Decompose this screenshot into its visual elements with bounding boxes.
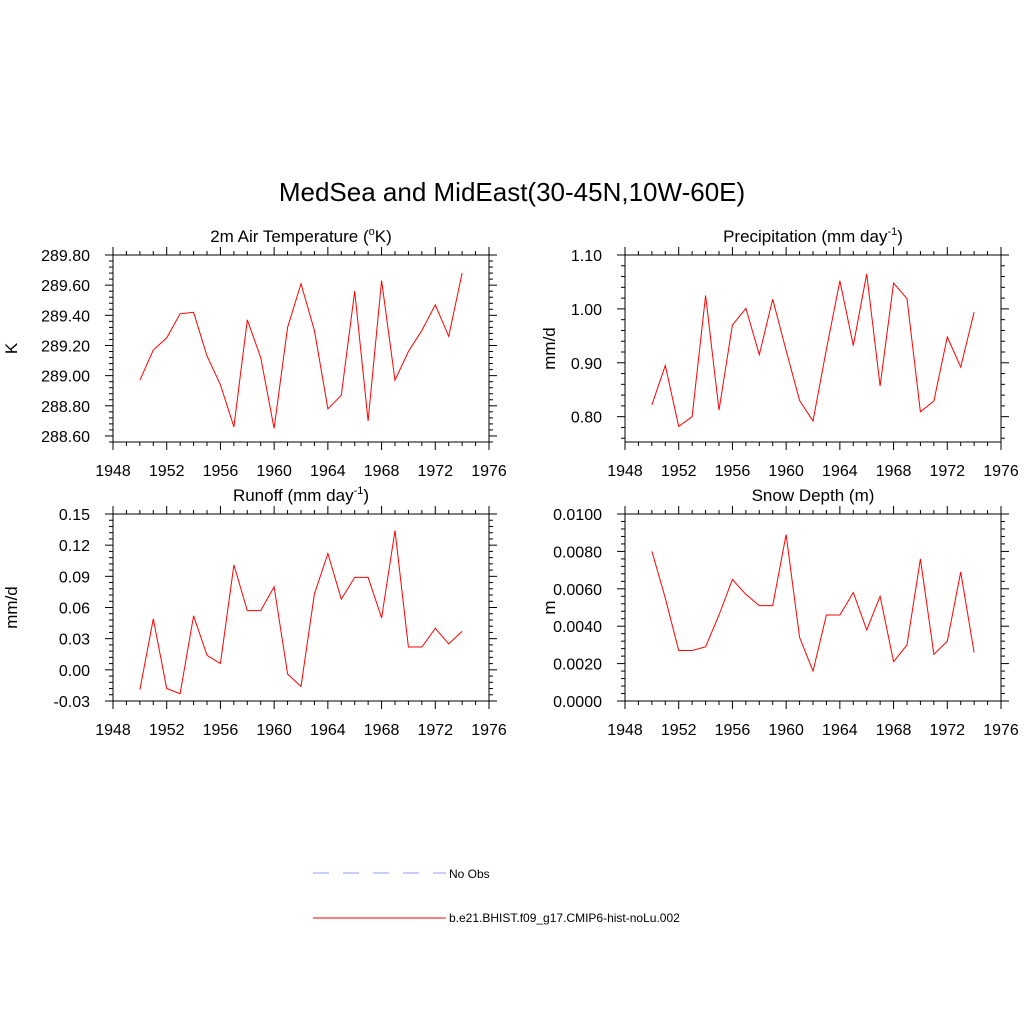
y-tick-label: 1.10: [571, 248, 602, 265]
y-tick-label: 0.12: [59, 538, 90, 555]
legend-label-model: b.e21.BHIST.f09_g17.CMIP6-hist-noLu.002: [449, 911, 680, 925]
y-tick-label: 0.03: [59, 632, 90, 649]
panel-snow-depth: Snow Depth (m) m 1948 1952 1956 1960 1964 1968 1…: [540, 486, 1019, 739]
x-tick-label: 1972: [929, 722, 965, 739]
x-tick-label: 1964: [822, 722, 858, 739]
y-axis-label-air-temperature: K: [2, 342, 21, 354]
panel-title-snow-depth: Snow Depth (m): [752, 486, 875, 505]
x-tick-label: 1956: [715, 463, 751, 480]
series-line-precipitation: [651, 273, 975, 428]
x-tick-label: 1960: [256, 463, 292, 480]
legend-label-no-obs: No Obs: [449, 867, 490, 881]
series-line-air-temperature: [139, 272, 463, 429]
y-axis-label-precipitation: mm/d: [540, 327, 559, 370]
x-tick-label: 1956: [715, 722, 751, 739]
x-tick-label: 1952: [149, 722, 185, 739]
x-tick-label: 1948: [95, 463, 131, 480]
x-tick-label: 1952: [661, 463, 697, 480]
panel-title-precipitation: Precipitation (mm day-1): [723, 226, 903, 246]
y-tick-label: 289.80: [41, 248, 90, 265]
y-tick-label: 0.09: [59, 569, 90, 586]
y-tick-label: 0.06: [59, 601, 90, 618]
x-tick-label: 1976: [471, 463, 507, 480]
plot-frame-snow-depth: [624, 513, 1002, 702]
y-tick-label: 289.00: [41, 369, 90, 386]
panels: 2m Air Temperature (oK) K 1948 1952 1956 1960…: [2, 226, 1019, 739]
x-tick-label: 1976: [471, 722, 507, 739]
y-tick-label: 0.0040: [553, 619, 602, 636]
x-tick-label: 1948: [607, 463, 643, 480]
y-tick-label: 0.00: [59, 663, 90, 680]
y-tick-label: 288.80: [41, 399, 90, 416]
x-tick-label: 1952: [661, 722, 697, 739]
y-tick-label: 288.60: [41, 429, 90, 446]
x-tick-label: 1968: [876, 463, 912, 480]
x-tick-label: 1948: [607, 722, 643, 739]
y-axis-label-runoff: mm/d: [2, 586, 21, 629]
legend: No Obs b.e21.BHIST.f09_g17.CMIP6-hist-no…: [313, 867, 680, 925]
series-line-runoff: [139, 530, 463, 695]
x-tick-label: 1972: [417, 722, 453, 739]
x-tick-label: 1968: [364, 463, 400, 480]
y-tick-label: 289.60: [41, 278, 90, 295]
figure-title: MedSea and MidEast(30-45N,10W-60E): [279, 177, 745, 207]
x-tick-label: 1968: [364, 722, 400, 739]
x-tick-label: 1952: [149, 463, 185, 480]
x-tick-label: 1976: [983, 463, 1019, 480]
x-tick-label: 1960: [256, 722, 292, 739]
plot-frame-runoff: [112, 513, 490, 702]
y-tick-label: -0.03: [54, 694, 91, 711]
y-tick-label: 0.15: [59, 507, 90, 524]
x-tick-label: 1964: [310, 722, 346, 739]
panel-title-runoff: Runoff (mm day-1): [233, 485, 369, 505]
x-tick-label: 1956: [203, 463, 239, 480]
x-tick-label: 1964: [310, 463, 346, 480]
y-tick-label: 0.0060: [553, 582, 602, 599]
y-tick-label: 0.0080: [553, 544, 602, 561]
x-tick-label: 1956: [203, 722, 239, 739]
x-tick-label: 1960: [768, 463, 804, 480]
y-tick-label: 0.80: [571, 410, 602, 427]
panel-title-air-temperature: 2m Air Temperature (oK): [210, 226, 392, 246]
y-tick-label: 289.20: [41, 338, 90, 355]
y-tick-label: 0.90: [571, 356, 602, 373]
panel-air-temperature: 2m Air Temperature (oK) K 1948 1952 1956 1960…: [2, 226, 507, 480]
x-tick-label: 1948: [95, 722, 131, 739]
x-tick-label: 1972: [417, 463, 453, 480]
panel-precipitation: Precipitation (mm day-1) mm/d 1948 1952 1956…: [540, 226, 1019, 480]
x-tick-label: 1960: [768, 722, 804, 739]
y-tick-label: 289.40: [41, 308, 90, 325]
y-tick-label: 0.0100: [553, 507, 602, 524]
y-tick-label: 0.0000: [553, 694, 602, 711]
x-tick-label: 1968: [876, 722, 912, 739]
y-tick-label: 1.00: [571, 302, 602, 319]
panel-runoff: Runoff (mm day-1) mm/d 1948 1952 1956 1960 196…: [2, 485, 507, 739]
y-tick-label: 0.0020: [553, 657, 602, 674]
x-tick-label: 1972: [929, 463, 965, 480]
series-line-snow-depth: [651, 534, 975, 673]
x-tick-label: 1964: [822, 463, 858, 480]
x-tick-label: 1976: [983, 722, 1019, 739]
y-axis-label-snow-depth: m: [540, 600, 559, 614]
